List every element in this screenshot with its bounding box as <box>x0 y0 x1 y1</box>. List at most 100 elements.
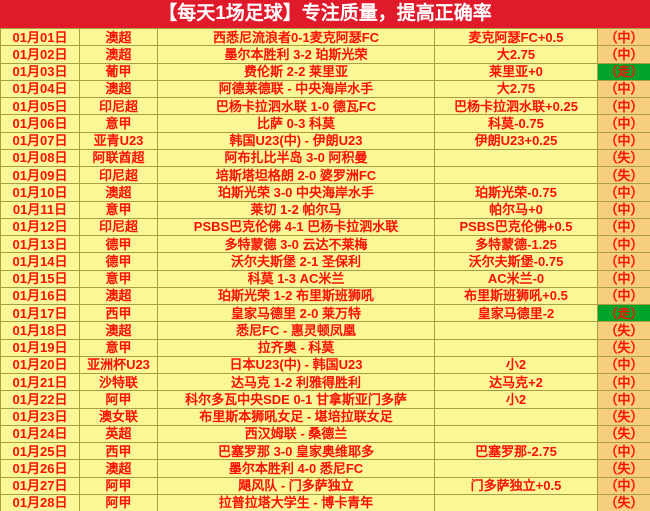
match-date: 01月19日 <box>0 338 80 357</box>
league-name: 印尼超 <box>79 165 158 185</box>
handicap-pick <box>434 493 598 511</box>
league-name: 沙特联 <box>79 372 158 392</box>
match-date: 01月11日 <box>0 200 80 219</box>
league-name: 阿甲 <box>79 476 158 495</box>
match-date: 01月05日 <box>0 96 80 116</box>
league-name: 澳超 <box>79 27 158 47</box>
table-row: 01月15日 意甲 科莫 1-3 AC米兰 AC米兰-0 （中） <box>0 269 650 288</box>
table-row: 01月08日 阿联酋超 阿布扎比半岛 3-0 阿积曼 （失） <box>0 148 650 168</box>
league-name: 澳超 <box>79 183 158 202</box>
league-name: 澳超 <box>79 321 158 340</box>
league-name: 阿甲 <box>79 493 158 511</box>
table-row: 01月22日 阿甲 科尔多瓦中央SDE 0-1 甘拿斯亚门多萨 小2 （中） <box>0 390 650 409</box>
table-row: 01月23日 澳女联 布里斯本狮吼女足 - 堪培拉联女足 （失） <box>0 407 650 426</box>
result-badge: （中） <box>597 79 650 99</box>
result-badge: （中） <box>597 390 650 409</box>
match-fixture: 韩国U23(中) - 伊朗U23 <box>157 131 435 150</box>
handicap-pick: 巴杨卡拉泗水联+0.25 <box>434 96 598 116</box>
result-badge: （中） <box>597 476 650 495</box>
handicap-pick <box>434 321 598 340</box>
result-badge: （中） <box>597 217 650 237</box>
handicap-pick: 珀斯光荣-0.75 <box>434 183 598 202</box>
match-date: 01月17日 <box>0 303 80 323</box>
table-row: 01月21日 沙特联 达马克 1-2 利雅得胜利 达马克+2 （中） <box>0 372 650 392</box>
table-row: 01月11日 意甲 莱切 1-2 帕尔马 帕尔马+0 （中） <box>0 200 650 219</box>
table-row: 01月20日 亚洲杯U23 日本U23(中) - 韩国U23 小2 （中） <box>0 355 650 375</box>
match-date: 01月07日 <box>0 131 80 150</box>
handicap-pick: 小2 <box>434 355 598 375</box>
match-date: 01月27日 <box>0 476 80 495</box>
match-fixture: 珀斯光荣 1-2 布里斯班狮吼 <box>157 286 435 306</box>
match-fixture: 布里斯本狮吼女足 - 堪培拉联女足 <box>157 407 435 426</box>
result-badge: （失） <box>597 148 650 168</box>
result-badge: （中） <box>597 131 650 150</box>
result-badge: （失） <box>597 321 650 340</box>
result-badge: （中） <box>597 183 650 202</box>
league-name: 澳超 <box>79 286 158 306</box>
result-badge: （中） <box>597 372 650 392</box>
result-badge: （中） <box>597 269 650 288</box>
match-date: 01月16日 <box>0 286 80 306</box>
result-badge: （中） <box>597 27 650 47</box>
match-date: 01月08日 <box>0 148 80 168</box>
match-date: 01月26日 <box>0 459 80 478</box>
result-badge: （失） <box>597 459 650 478</box>
match-fixture: 墨尔本胜利 4-0 悉尼FC <box>157 459 435 478</box>
table-row: 01月07日 亚青U23 韩国U23(中) - 伊朗U23 伊朗U23+0.25 （中） <box>0 131 650 150</box>
league-name: 德甲 <box>79 252 158 271</box>
handicap-pick: 门多萨独立+0.5 <box>434 476 598 495</box>
handicap-pick <box>434 338 598 357</box>
match-fixture: 日本U23(中) - 韩国U23 <box>157 355 435 375</box>
table-row: 01月06日 意甲 比萨 0-3 科莫 科莫-0.75 （中） <box>0 114 650 133</box>
match-date: 01月18日 <box>0 321 80 340</box>
league-name: 澳超 <box>79 45 158 64</box>
match-date: 01月10日 <box>0 183 80 202</box>
page-title: 【每天1场足球】专注质量，提高正确率 <box>0 0 650 28</box>
match-fixture: 科尔多瓦中央SDE 0-1 甘拿斯亚门多萨 <box>157 390 435 409</box>
result-badge: （失） <box>597 493 650 511</box>
league-name: 意甲 <box>79 200 158 219</box>
league-name: 亚青U23 <box>79 131 158 150</box>
league-name: 澳女联 <box>79 407 158 426</box>
match-date: 01月14日 <box>0 252 80 271</box>
table-row: 01月18日 澳超 悉尼FC - 惠灵顿凤凰 （失） <box>0 321 650 340</box>
match-fixture: 皇家马德里 2-0 莱万特 <box>157 303 435 323</box>
match-date: 01月02日 <box>0 45 80 64</box>
table-row: 01月17日 西甲 皇家马德里 2-0 莱万特 皇家马德里-2 （走） <box>0 303 650 323</box>
handicap-pick: 伊朗U23+0.25 <box>434 131 598 150</box>
match-schedule-table: 01月01日 澳超 西悉尼流浪者0-1麦克阿瑟FC 麦克阿瑟FC+0.5 （中） 01月0… <box>0 27 650 511</box>
table-row: 01月16日 澳超 珀斯光荣 1-2 布里斯班狮吼 布里斯班狮吼+0.5 （中） <box>0 286 650 306</box>
league-name: 印尼超 <box>79 96 158 116</box>
match-fixture: 西悉尼流浪者0-1麦克阿瑟FC <box>157 27 435 47</box>
match-date: 01月21日 <box>0 372 80 392</box>
league-name: 印尼超 <box>79 217 158 237</box>
match-fixture: PSBS巴克伦佛 4-1 巴杨卡拉泗水联 <box>157 217 435 237</box>
table-row: 01月12日 印尼超 PSBS巴克伦佛 4-1 巴杨卡拉泗水联 PSBS巴克伦佛+0.… <box>0 217 650 237</box>
match-date: 01月04日 <box>0 79 80 99</box>
result-badge: （中） <box>597 234 650 254</box>
league-name: 亚洲杯U23 <box>79 355 158 375</box>
result-badge: （中） <box>597 45 650 64</box>
handicap-pick: PSBS巴克伦佛+0.5 <box>434 217 598 237</box>
match-fixture: 巴塞罗那 3-0 皇家奥维耶多 <box>157 441 435 461</box>
match-date: 01月28日 <box>0 493 80 511</box>
handicap-pick: 大2.75 <box>434 45 598 64</box>
handicap-pick <box>434 407 598 426</box>
league-name: 阿甲 <box>79 390 158 409</box>
result-badge: （中） <box>597 286 650 306</box>
match-fixture: 费伦斯 2-2 莱里亚 <box>157 62 435 81</box>
table-row: 01月25日 西甲 巴塞罗那 3-0 皇家奥维耶多 巴塞罗那-2.75 （中） <box>0 441 650 461</box>
handicap-pick <box>434 424 598 444</box>
match-fixture: 阿布扎比半岛 3-0 阿积曼 <box>157 148 435 168</box>
league-name: 意甲 <box>79 114 158 133</box>
result-badge: （中） <box>597 114 650 133</box>
result-badge: （中） <box>597 200 650 219</box>
result-badge: （中） <box>597 441 650 461</box>
table-row: 01月24日 英超 西汉姆联 - 桑德兰 （失） <box>0 424 650 444</box>
match-date: 01月20日 <box>0 355 80 375</box>
match-fixture: 西汉姆联 - 桑德兰 <box>157 424 435 444</box>
table-row: 01月19日 意甲 拉齐奥 - 科莫 （失） <box>0 338 650 357</box>
match-fixture: 阿德莱德联 - 中央海岸水手 <box>157 79 435 99</box>
match-date: 01月12日 <box>0 217 80 237</box>
